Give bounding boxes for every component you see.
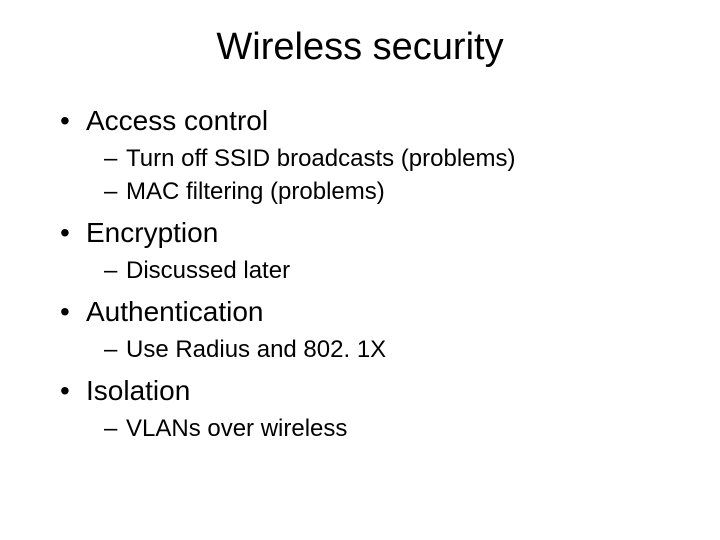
- bullet-text: Authentication: [86, 294, 263, 329]
- sub-bullet-text: VLANs over wireless: [126, 414, 347, 444]
- bullet-marker-icon: •: [60, 298, 72, 326]
- bullet-marker-icon: •: [60, 219, 72, 247]
- bullet-item: • Authentication – Use Radius and 802. 1…: [60, 294, 680, 365]
- bullet-marker-icon: •: [60, 377, 72, 405]
- dash-marker-icon: –: [104, 336, 118, 364]
- bullet-list: • Access control – Turn off SSID broadca…: [40, 103, 680, 444]
- bullet-item: • Access control – Turn off SSID broadca…: [60, 103, 680, 207]
- bullet-item: • Isolation – VLANs over wireless: [60, 373, 680, 444]
- sub-bullet-row: – Discussed later: [104, 256, 680, 286]
- bullet-row: • Access control: [60, 103, 680, 138]
- sub-bullet-item: – Discussed later: [104, 256, 680, 286]
- sub-bullet-list: – Use Radius and 802. 1X: [60, 335, 680, 365]
- sub-bullet-row: – Use Radius and 802. 1X: [104, 335, 680, 365]
- bullet-row: • Encryption: [60, 215, 680, 250]
- sub-bullet-list: – Discussed later: [60, 256, 680, 286]
- sub-bullet-row: – Turn off SSID broadcasts (problems): [104, 144, 680, 174]
- bullet-item: • Encryption – Discussed later: [60, 215, 680, 286]
- sub-bullet-item: – VLANs over wireless: [104, 414, 680, 444]
- sub-bullet-item: – Turn off SSID broadcasts (problems): [104, 144, 680, 174]
- sub-bullet-text: Discussed later: [126, 256, 290, 286]
- bullet-text: Isolation: [86, 373, 190, 408]
- bullet-row: • Authentication: [60, 294, 680, 329]
- dash-marker-icon: –: [104, 415, 118, 443]
- sub-bullet-text: Turn off SSID broadcasts (problems): [126, 144, 515, 174]
- sub-bullet-row: – MAC filtering (problems): [104, 177, 680, 207]
- sub-bullet-list: – VLANs over wireless: [60, 414, 680, 444]
- sub-bullet-row: – VLANs over wireless: [104, 414, 680, 444]
- slide-title: Wireless security: [40, 26, 680, 69]
- dash-marker-icon: –: [104, 145, 118, 173]
- bullet-row: • Isolation: [60, 373, 680, 408]
- slide: Wireless security • Access control – Tur…: [0, 0, 720, 540]
- sub-bullet-list: – Turn off SSID broadcasts (problems) – …: [60, 144, 680, 207]
- sub-bullet-text: Use Radius and 802. 1X: [126, 335, 386, 365]
- bullet-text: Access control: [86, 103, 268, 138]
- sub-bullet-item: – Use Radius and 802. 1X: [104, 335, 680, 365]
- sub-bullet-item: – MAC filtering (problems): [104, 177, 680, 207]
- sub-bullet-text: MAC filtering (problems): [126, 177, 385, 207]
- dash-marker-icon: –: [104, 257, 118, 285]
- bullet-marker-icon: •: [60, 107, 72, 135]
- dash-marker-icon: –: [104, 178, 118, 206]
- bullet-text: Encryption: [86, 215, 218, 250]
